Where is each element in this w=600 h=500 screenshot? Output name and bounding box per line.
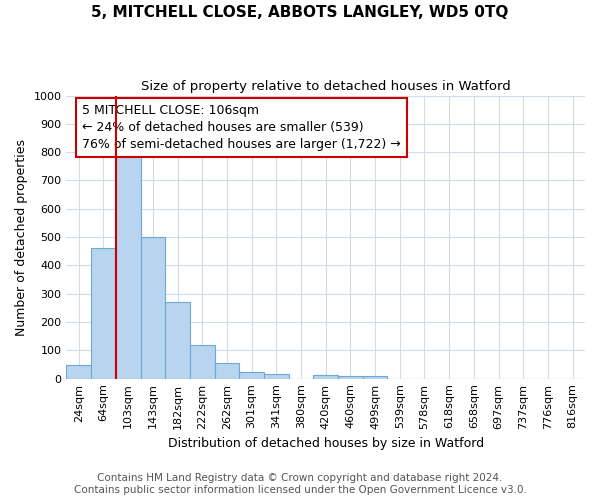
X-axis label: Distribution of detached houses by size in Watford: Distribution of detached houses by size …: [167, 437, 484, 450]
Bar: [190, 344, 215, 378]
Bar: [338, 376, 363, 378]
Bar: [140, 237, 165, 378]
Title: Size of property relative to detached houses in Watford: Size of property relative to detached ho…: [141, 80, 511, 93]
Bar: [239, 372, 264, 378]
Bar: [313, 376, 338, 378]
Y-axis label: Number of detached properties: Number of detached properties: [15, 138, 28, 336]
Bar: [165, 302, 190, 378]
Bar: [116, 152, 140, 378]
Bar: [67, 364, 91, 378]
Text: Contains HM Land Registry data © Crown copyright and database right 2024.
Contai: Contains HM Land Registry data © Crown c…: [74, 474, 526, 495]
Bar: [264, 374, 289, 378]
Bar: [363, 376, 388, 378]
Text: 5 MITCHELL CLOSE: 106sqm
← 24% of detached houses are smaller (539)
76% of semi-: 5 MITCHELL CLOSE: 106sqm ← 24% of detach…: [82, 104, 401, 151]
Bar: [215, 363, 239, 378]
Bar: [91, 248, 116, 378]
Text: 5, MITCHELL CLOSE, ABBOTS LANGLEY, WD5 0TQ: 5, MITCHELL CLOSE, ABBOTS LANGLEY, WD5 0…: [91, 5, 509, 20]
